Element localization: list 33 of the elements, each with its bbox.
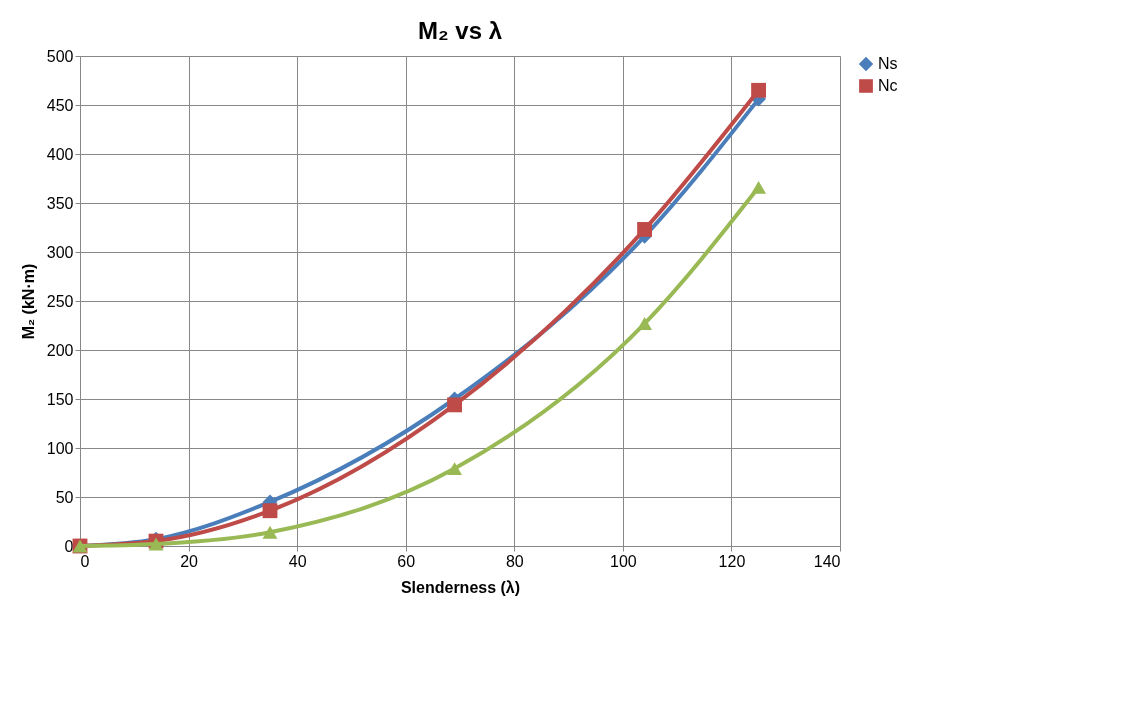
y-tick-label: 50 [55,488,74,506]
x-axis-title: Slenderness (λ) [400,578,521,596]
y-tick-label: 500 [46,47,74,65]
chart-title: M₂ vs λ [417,17,503,44]
x-tick-label: 140 [813,552,841,570]
point [262,503,278,519]
point [447,462,462,475]
y-tick-label: 100 [46,439,74,457]
x-tick-label: 0 [80,552,90,570]
point [262,525,278,539]
legend-label: Ns [878,55,898,72]
legend-label: Nc [878,77,898,94]
y-axis-title: M₂ (kN·m) [19,263,37,340]
y-tick-label: 200 [46,341,74,359]
point [148,537,164,551]
point [447,397,462,413]
y-tick-label: 450 [46,96,74,114]
y-tick-label: 0 [64,537,74,555]
x-tick-label: 40 [288,552,307,570]
point [637,317,652,330]
y-tick-label: 350 [46,194,74,212]
point [637,222,652,237]
x-tick-label: 20 [180,552,199,570]
x-tick-label: 60 [397,552,416,570]
y-tick-label: 250 [46,292,74,310]
x-tick-label: 80 [505,552,524,570]
x-tick-label: 120 [718,552,746,570]
point [751,180,766,194]
y-tick-label: 300 [46,243,74,261]
x-tick-label: 100 [610,552,637,570]
y-tick-label: 150 [46,390,74,408]
y-tick-label: 400 [46,145,74,163]
point [751,82,766,98]
